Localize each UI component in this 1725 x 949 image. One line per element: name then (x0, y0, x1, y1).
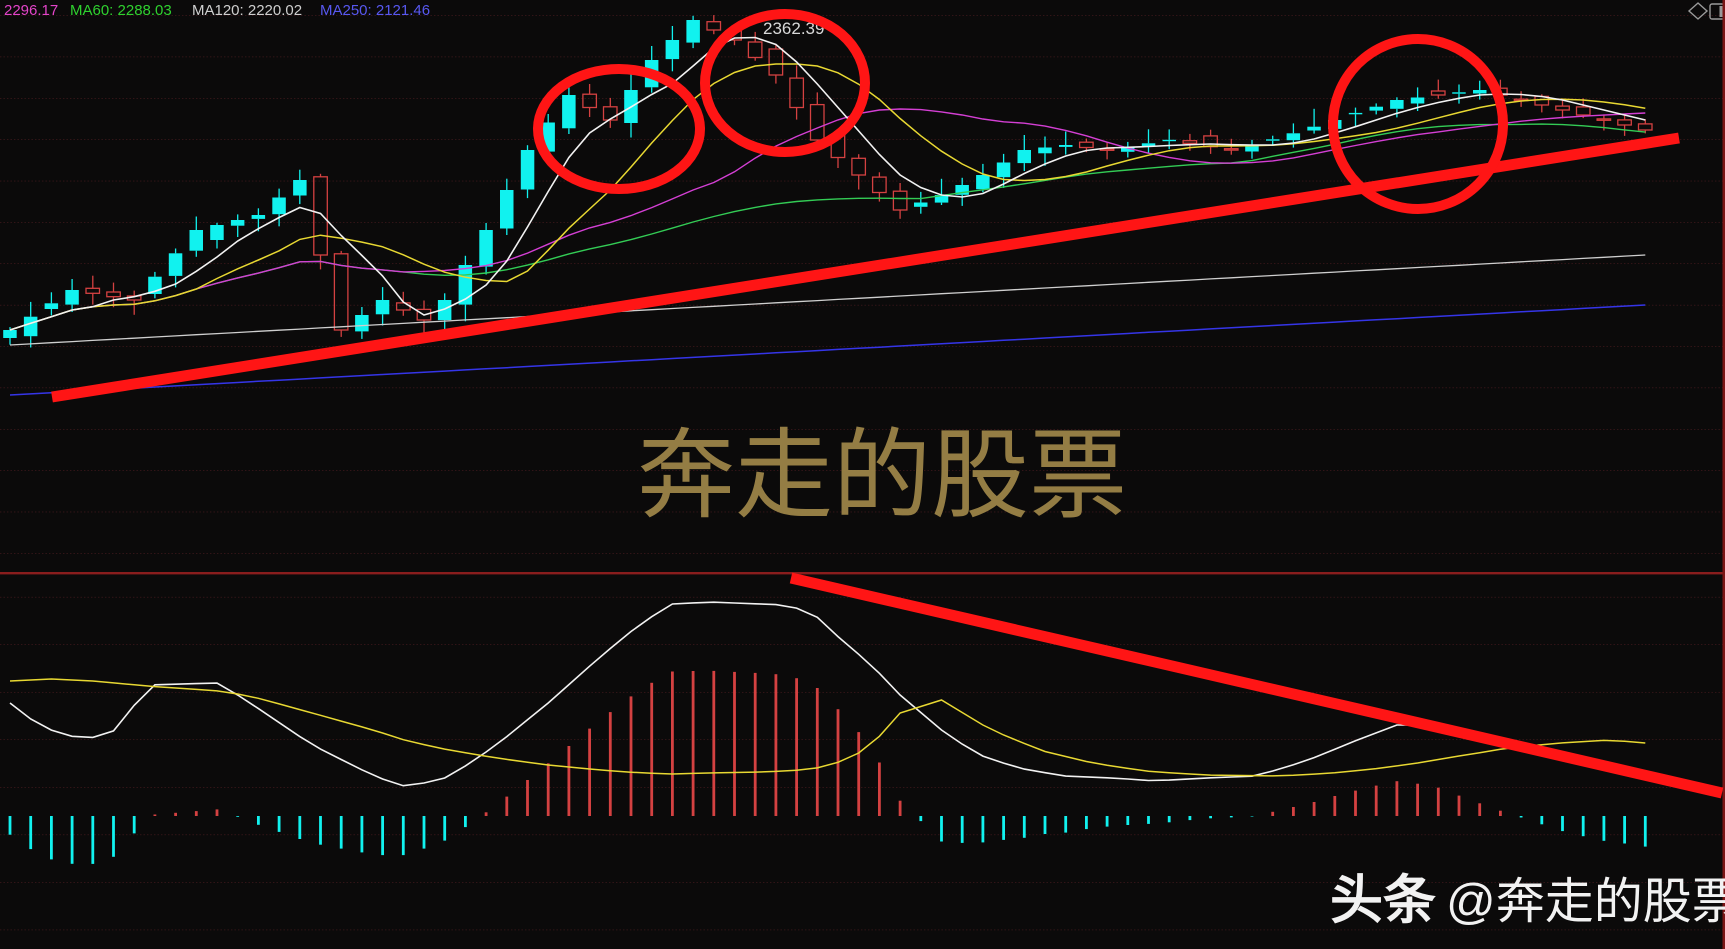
svg-text:MA120: 2220.02: MA120: 2220.02 (192, 2, 302, 19)
svg-text:2296.17: 2296.17 (4, 2, 58, 19)
svg-text:MA60: 2288.03: MA60: 2288.03 (70, 2, 172, 19)
svg-text:奔走的股票: 奔走的股票 (637, 420, 1127, 530)
svg-text:@奔走的股票: @奔走的股票 (1446, 875, 1725, 929)
svg-text:MA250: 2121.46: MA250: 2121.46 (320, 2, 430, 19)
svg-text:头条: 头条 (1330, 871, 1436, 930)
